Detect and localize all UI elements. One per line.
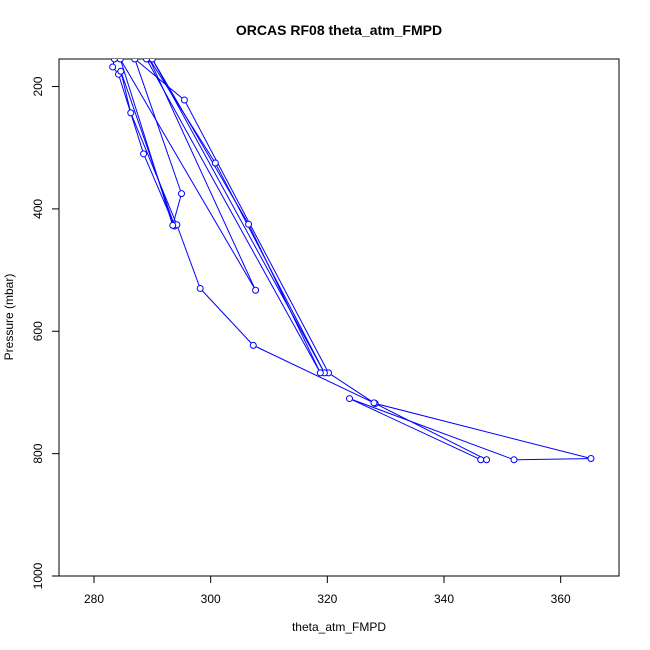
data-point [169,221,177,229]
data-point [110,59,118,63]
x-tick-label: 340 [434,592,454,606]
y-tick-label: 200 [31,76,45,96]
x-tick-label: 360 [551,592,571,606]
data-point [148,59,156,63]
data-point [131,59,139,63]
data-point [211,159,219,167]
data-point [178,190,185,198]
series-segment [114,68,118,73]
x-tick-label: 300 [201,592,221,606]
data-point [252,286,260,294]
y-tick-label: 1000 [31,562,45,589]
series-segment [352,399,512,460]
series-segment [150,61,255,288]
chart-title: ORCAS RF08 theta_atm_FMPD [236,22,442,38]
data-point [143,59,150,63]
data-point [370,399,378,407]
x-tick-label: 320 [317,592,337,606]
data-point [249,341,257,349]
series-segment [121,61,255,288]
series-segment [255,346,373,403]
series-markers [109,59,595,464]
series-segment [185,102,328,371]
series-segment [135,61,181,191]
series-segment [173,196,182,223]
series-segment [121,74,131,111]
series-segment [516,458,589,461]
data-point [510,456,518,464]
series-layer [109,59,595,464]
series-segment [120,61,173,223]
data-point [245,220,253,228]
plot-frame [58,58,620,577]
series-segment [147,61,320,371]
x-tick-label: 280 [84,592,104,606]
series-segment [177,227,200,286]
data-point [140,150,148,158]
series-segment [121,73,174,224]
y-tick-label: 800 [31,443,45,463]
series-segment [153,61,324,371]
data-point [346,395,353,403]
data-point [117,67,125,75]
data-point [587,455,595,463]
data-point [109,63,117,71]
x-axis: 280 300 320 340 360 [84,576,571,606]
series-segment [201,290,252,344]
data-point [316,369,324,377]
data-point [196,284,204,292]
series-segment [131,115,177,223]
series-segment [377,403,589,459]
x-axis-label: theta_atm_FMPD [292,620,386,634]
y-axis: 200 400 600 800 1000 [31,76,59,589]
series-segment [376,403,485,459]
data-point [180,96,188,104]
series-segment [330,374,372,402]
series-segment [249,226,320,371]
data-point [116,59,124,63]
y-tick-label: 600 [31,321,45,341]
series-segment [136,60,183,99]
series-segment [352,399,479,459]
y-axis-label: Pressure (mbar) [2,274,16,361]
data-point [483,456,491,464]
data-point [477,456,485,464]
series-segment [153,61,248,222]
data-point [127,109,135,117]
y-tick-label: 400 [31,199,45,219]
